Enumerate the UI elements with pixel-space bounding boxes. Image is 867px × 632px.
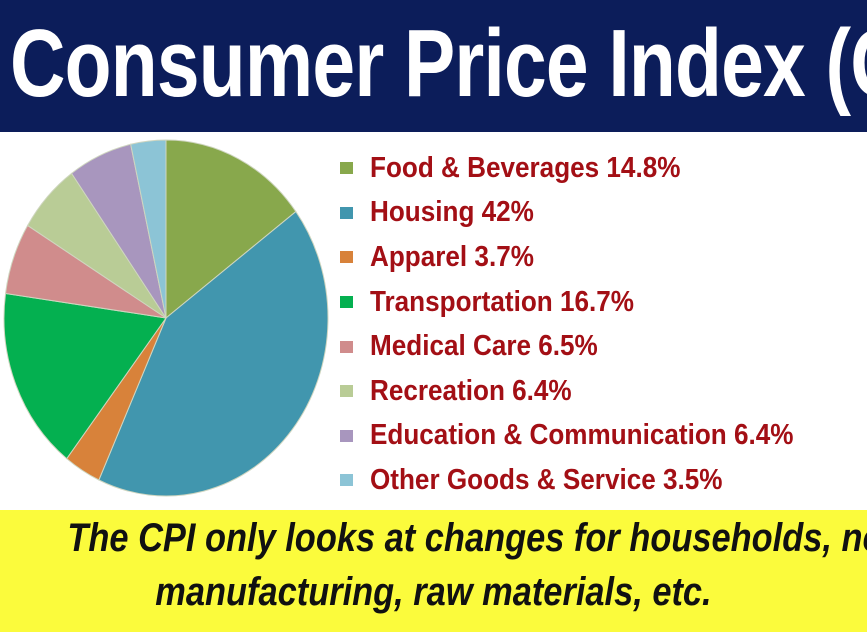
legend-label: Food & Beverages 14.8% [370,151,681,184]
title-banner: Consumer Price Index (CPI) [0,0,867,132]
caption-text-1: The CPI only looks at changes for househ… [67,516,867,560]
legend: Food & Beverages 14.8% Housing 42% Apparel… [340,146,841,503]
legend-swatch [340,206,353,219]
legend-label: Apparel 3.7% [370,240,534,273]
legend-item: Apparel 3.7% [340,235,841,280]
legend-label: Recreation 6.4% [370,374,572,407]
legend-item: Medical Care 6.5% [340,324,841,369]
legend-item: Recreation 6.4% [340,369,841,414]
legend-swatch [340,251,353,264]
page-title: Consumer Price Index (CPI) [10,10,867,117]
pie-slice-housing [98,210,329,497]
legend-item: Transportation 16.7% [340,280,841,325]
legend-item: Other Goods & Service 3.5% [340,458,841,503]
caption-text-2: manufacturing, raw materials, etc. [155,570,712,614]
legend-label: Other Goods & Service 3.5% [370,463,723,496]
legend-label: Transportation 16.7% [370,285,634,318]
legend-label: Education & Communication 6.4% [370,419,794,452]
legend-label: Housing 42% [370,196,534,229]
legend-swatch [340,340,353,353]
pie-slice-transportation [3,292,167,460]
caption-line-1: The CPI only looks at changes for househ… [0,516,867,561]
legend-swatch [340,474,353,487]
pie-slice-food-beverages [165,139,297,320]
legend-item: Housing 42% [340,191,841,236]
legend-item: Food & Beverages 14.8% [340,146,841,191]
legend-swatch [340,429,353,442]
legend-label: Medical Care 6.5% [370,330,598,363]
legend-swatch [340,385,353,398]
legend-swatch [340,296,353,309]
caption-line-2: manufacturing, raw materials, etc. [0,570,867,615]
pie-slice-other-goods-service [130,139,167,319]
caption-banner: The CPI only looks at changes for househ… [0,510,867,632]
pie-chart [3,139,329,497]
legend-swatch [340,162,353,175]
legend-item: Education & Communication 6.4% [340,414,841,459]
